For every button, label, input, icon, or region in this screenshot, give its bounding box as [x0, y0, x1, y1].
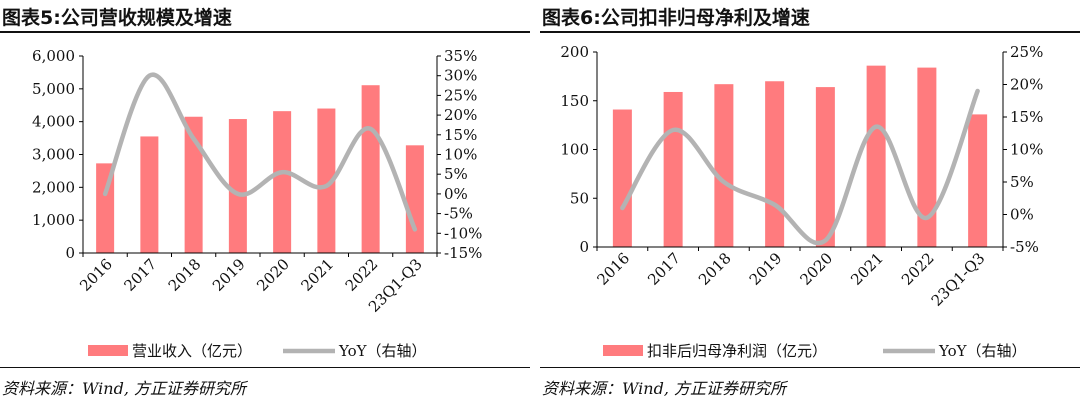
yoy-line [620, 88, 980, 246]
left-tick-label: 200 [560, 43, 589, 61]
title-divider [540, 31, 1080, 33]
right-tick-label: 35% [444, 47, 477, 65]
right-tick-label: 10% [444, 146, 477, 164]
bar-23Q1-Q3 [405, 145, 424, 253]
bar-2017 [663, 91, 683, 247]
source-note: 资料来源：Wind, 方正证券研究所 [542, 379, 787, 398]
revenue-chart: 0 1,000 2,000 3,000 4,000 5,000 6,000 -15% -10%-… [32, 47, 482, 360]
x-tick-label: 2018 [165, 255, 205, 295]
chart-panel-revenue: 图表5:公司营收规模及增速 0 1,000 2,000 3,000 4,000 5,000… [0, 0, 536, 403]
right-tick-label: 25% [444, 86, 477, 104]
bar-2017 [140, 136, 159, 253]
bar-2020 [273, 111, 292, 253]
legend-line-label: YoY（右轴） [338, 342, 427, 360]
right-tick-label: 10% [1010, 141, 1043, 159]
bar-2018 [184, 116, 203, 253]
left-tick-label: 50 [570, 189, 589, 207]
source-divider [0, 367, 530, 368]
x-tick-label: 2021 [297, 255, 337, 295]
right-tick-label: -5% [1010, 238, 1039, 256]
x-tick-label: 2022 [342, 255, 382, 295]
source-note: 资料来源：Wind, 方正证券研究所 [2, 379, 247, 398]
chart-title: 图表6:公司扣非归母净利及增速 [542, 7, 810, 29]
left-tick-label: 4,000 [32, 113, 75, 131]
bar-2019 [228, 119, 247, 253]
chart-title: 图表5:公司营收规模及增速 [2, 7, 232, 29]
legend-bar-label: 营业收入（亿元） [132, 342, 252, 360]
right-tick-label: 5% [1010, 173, 1034, 191]
chart-panel-net-profit: 图表6:公司扣非归母净利及增速 0 50 100 150 200 -5% 0% 5% 10% 15… [540, 0, 1080, 403]
x-tick-label: 2016 [593, 249, 633, 289]
left-tick-label: 2,000 [32, 178, 75, 196]
left-tick-label: 0 [65, 244, 75, 262]
right-tick-label: 20% [1010, 76, 1043, 94]
x-tick-label: 2019 [746, 249, 786, 289]
left-tick-label: 5,000 [32, 80, 75, 98]
right-tick-label: 5% [444, 165, 468, 183]
left-tick-label: 100 [560, 141, 589, 159]
x-tick-label: 2017 [644, 249, 684, 289]
bar-2020 [815, 87, 835, 247]
right-tick-label: 0% [1010, 206, 1034, 224]
legend-bar-swatch [603, 345, 643, 356]
right-tick-label: 20% [444, 106, 477, 124]
x-tick-label: 2018 [695, 249, 735, 289]
legend-line-label: YoY（右轴） [938, 342, 1027, 360]
bar-2019 [765, 81, 785, 247]
right-tick-label: -15% [444, 244, 482, 262]
legend-bar-label: 扣非后归母净利润（亿元） [647, 342, 827, 360]
x-tick-label: 2022 [898, 249, 938, 289]
left-tick-label: 6,000 [32, 47, 75, 65]
bar-2022 [361, 85, 380, 253]
left-tick-label: 0 [579, 238, 589, 256]
right-tick-label: 15% [444, 126, 477, 144]
x-tick-label: 2019 [209, 255, 249, 295]
bar-23Q1-Q3 [968, 114, 988, 248]
right-tick-label: -10% [444, 224, 482, 242]
bar-2022 [917, 67, 937, 247]
bar-2021 [317, 108, 336, 254]
left-tick-label: 1,000 [32, 211, 75, 229]
x-tick-label: 2016 [76, 255, 116, 295]
x-tick-label: 23Q1-Q3 [928, 249, 989, 310]
right-tick-label: 15% [1010, 108, 1043, 126]
right-tick-label: 25% [1010, 43, 1043, 61]
source-divider [540, 367, 1080, 368]
yoy-line [102, 72, 418, 232]
x-tick-label: 2021 [847, 249, 887, 289]
legend-bar-swatch [88, 345, 128, 356]
left-tick-label: 150 [560, 92, 589, 110]
bar-2016 [612, 109, 632, 248]
x-tick-label: 2020 [253, 255, 293, 295]
bar-2018 [714, 84, 734, 247]
x-tick-label: 2017 [120, 255, 160, 295]
right-tick-label: 30% [444, 67, 477, 85]
bar-2021 [866, 65, 886, 248]
title-divider [0, 31, 530, 33]
net-profit-chart: 0 50 100 150 200 -5% 0% 5% 10% 15% 20% 25% 2016 2017 2… [560, 43, 1043, 360]
x-tick-label: 2020 [796, 249, 836, 289]
right-tick-label: 0% [444, 185, 468, 203]
left-tick-label: 3,000 [32, 146, 75, 164]
right-tick-label: -5% [444, 205, 473, 223]
